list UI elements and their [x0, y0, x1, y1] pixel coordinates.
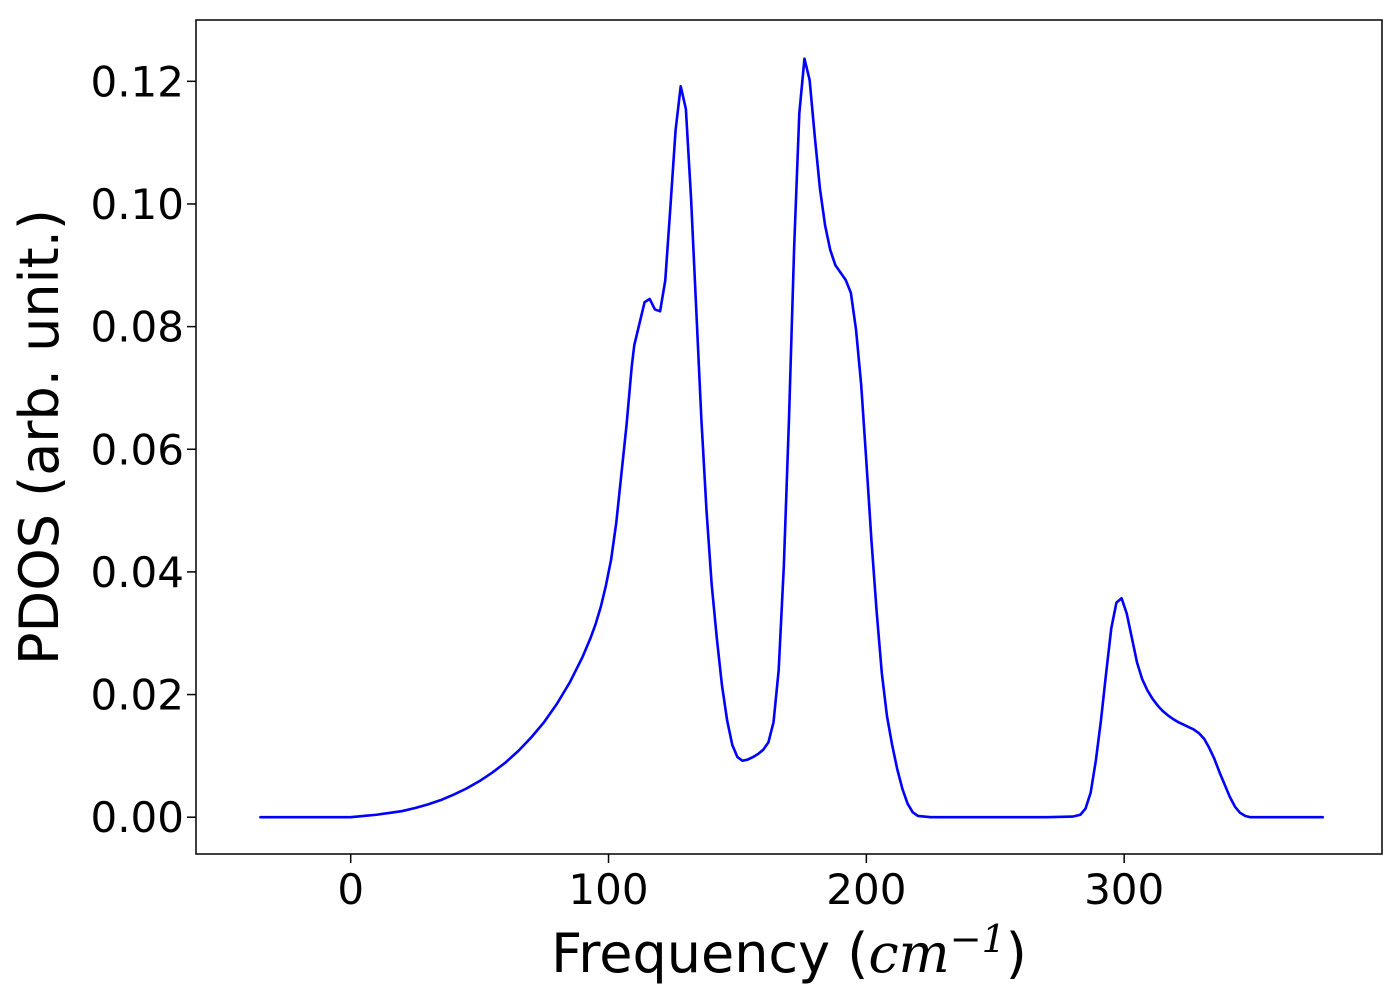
plot-frame	[195, 19, 1383, 855]
y-tick-label: 0.02	[90, 671, 184, 720]
x-tick-label: 100	[568, 865, 648, 914]
y-tick-label: 0.04	[90, 548, 184, 597]
y-tick-label: 0.12	[90, 57, 184, 106]
x-axis-label: Frequency (cm−1)	[551, 917, 1027, 985]
y-tick-label: 0.06	[90, 425, 184, 474]
plot-layer	[259, 57, 1324, 819]
y-tick-label: 0.10	[90, 180, 184, 229]
y-tick-label: 0.08	[90, 303, 184, 352]
x-axis-label-exponent: −1	[950, 917, 1006, 961]
x-tick-label: 200	[826, 865, 906, 914]
y-tick-label: 0.00	[90, 793, 184, 842]
y-axis-label: PDOS (arb. unit.)	[8, 209, 71, 665]
x-tick-label: 0	[337, 865, 364, 914]
x-axis-label-prefix: Frequency (	[551, 922, 868, 985]
pdos-series-line	[259, 57, 1324, 819]
x-axis-label-unit: cm	[868, 922, 949, 985]
x-axis-label-suffix: )	[1006, 922, 1027, 985]
y-axis-ticks: 0.00 0.02 0.04 0.06 0.08 0.10 0.12	[90, 57, 196, 842]
x-tick-label: 300	[1084, 865, 1164, 914]
x-axis-ticks: 0 100 200 300	[337, 854, 1164, 914]
